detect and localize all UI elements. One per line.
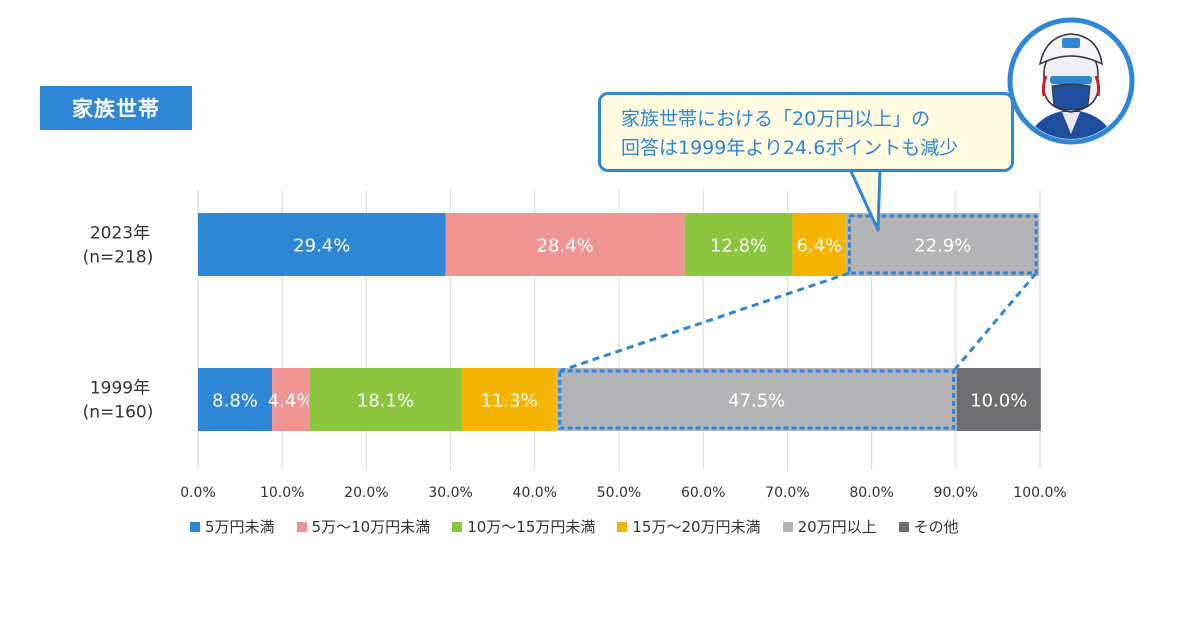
data-label: 12.8% bbox=[710, 236, 767, 257]
bar-segment bbox=[198, 368, 273, 431]
legend-item: 5万円未満 bbox=[190, 516, 275, 537]
legend-label: 5万円未満 bbox=[205, 518, 275, 536]
category-label: 2023年 bbox=[90, 224, 150, 244]
legend-swatch bbox=[782, 521, 793, 532]
callout-line-1: 家族世帯における「20万円以上」の bbox=[621, 108, 931, 130]
bar-segment bbox=[792, 213, 847, 276]
x-tick-label: 70.0% bbox=[765, 485, 809, 501]
x-tick-label: 90.0% bbox=[934, 485, 978, 501]
category-sample-size: (n=218) bbox=[83, 248, 154, 268]
x-tick-label: 50.0% bbox=[597, 485, 641, 501]
data-label: 11.3% bbox=[481, 391, 538, 412]
data-label: 18.1% bbox=[357, 391, 414, 412]
data-label: 6.4% bbox=[797, 236, 843, 257]
bar-segment bbox=[556, 368, 957, 431]
legend-swatch bbox=[296, 521, 307, 532]
bar-segment bbox=[445, 213, 685, 276]
highlight-connector bbox=[559, 271, 850, 373]
legend-item: その他 bbox=[898, 516, 959, 537]
highlight-connector bbox=[952, 272, 1038, 372]
chart-legend: 5万円未満 5万～10万円未満 10万～15万円未満 15万～20万円未満 20万円以上… bbox=[190, 516, 959, 537]
legend-label: 5万～10万円未満 bbox=[311, 518, 431, 536]
data-label: 10.0% bbox=[970, 391, 1027, 412]
legend-item: 10万～15万円未満 bbox=[452, 516, 595, 537]
x-tick-label: 40.0% bbox=[513, 485, 557, 501]
x-tick-label: 100.0% bbox=[1013, 485, 1066, 501]
x-tick-label: 10.0% bbox=[260, 485, 304, 501]
legend-swatch bbox=[190, 521, 200, 532]
legend-swatch bbox=[898, 521, 909, 532]
legend-item: 5万～10万円未満 bbox=[296, 516, 431, 537]
x-tick-label: 0.0% bbox=[180, 485, 216, 501]
data-label: 47.5% bbox=[728, 391, 785, 412]
bar-segment bbox=[198, 213, 446, 276]
bar-segment bbox=[272, 368, 310, 431]
bar-segment bbox=[956, 368, 1041, 431]
bar-segment bbox=[309, 368, 462, 431]
x-tick-label: 30.0% bbox=[428, 485, 472, 501]
legend-item: 20万円以上 bbox=[782, 516, 877, 537]
highlight-box bbox=[558, 369, 956, 430]
bar-segment bbox=[461, 368, 557, 431]
legend-label: その他 bbox=[913, 518, 959, 536]
highlight-box bbox=[847, 214, 1038, 275]
bar-segment bbox=[684, 213, 793, 276]
legend-label: 10万～15万円未満 bbox=[467, 518, 596, 536]
x-tick-label: 20.0% bbox=[344, 485, 388, 501]
x-tick-label: 60.0% bbox=[681, 485, 725, 501]
callout-box: 家族世帯における「20万円以上」の 回答は1999年より24.6ポイントも減少 bbox=[598, 92, 1014, 172]
x-tick-label: 80.0% bbox=[849, 485, 893, 501]
category-sample-size: (n=160) bbox=[83, 403, 154, 423]
legend-label: 20万円以上 bbox=[797, 518, 877, 536]
legend-swatch bbox=[452, 521, 463, 532]
data-label: 8.8% bbox=[212, 391, 258, 412]
section-label: 家族世帯 bbox=[40, 86, 192, 130]
legend-label: 15万～20万円未満 bbox=[632, 518, 761, 536]
legend-swatch bbox=[617, 521, 628, 532]
data-label: 29.4% bbox=[293, 236, 350, 257]
legend-item: 15万～20万円未満 bbox=[617, 516, 761, 537]
data-label: 22.9% bbox=[914, 236, 971, 257]
mascot-avatar-icon bbox=[1007, 17, 1135, 145]
category-label: 1999年 bbox=[90, 379, 150, 399]
data-label: 4.4% bbox=[268, 391, 314, 412]
data-label: 28.4% bbox=[537, 236, 594, 257]
callout-line-2: 回答は1999年より24.6ポイントも減少 bbox=[621, 137, 959, 159]
